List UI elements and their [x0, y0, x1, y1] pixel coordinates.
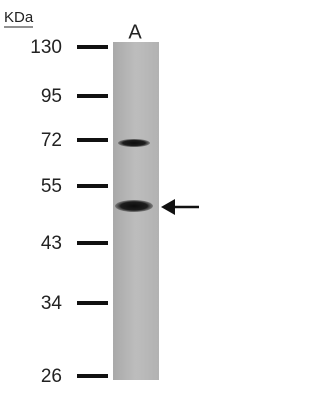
unit-label: KDa: [4, 9, 34, 26]
marker-label: 95: [41, 86, 62, 107]
band: [118, 139, 150, 147]
marker-ladder: 130 95 72 55 43 34 26: [30, 37, 108, 387]
marker-label: 55: [41, 176, 62, 197]
marker-label: 43: [41, 233, 62, 254]
marker-label: 72: [41, 130, 62, 151]
blot-figure: KDa A 130 95 72 55 43 34 26: [4, 9, 199, 387]
band: [115, 200, 153, 212]
marker-label: 34: [41, 293, 63, 314]
arrow: [161, 199, 199, 215]
lane-label: A: [128, 21, 142, 43]
marker-label: 130: [30, 37, 62, 58]
marker-label: 26: [41, 366, 62, 387]
